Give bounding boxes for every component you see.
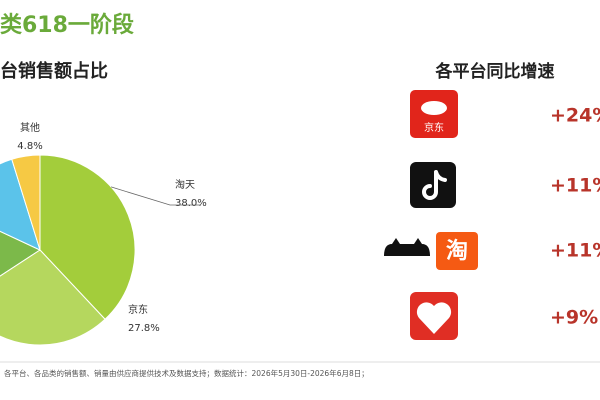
slice-label: 淘天 xyxy=(175,178,195,191)
growth-value: +24% xyxy=(550,105,600,127)
leader-line xyxy=(110,186,200,206)
list-title: 各平台同比增速 xyxy=(435,61,555,82)
unlabeled-slice xyxy=(0,230,42,277)
taobao-logo-text: 淘 xyxy=(446,238,468,264)
taobao-logo xyxy=(436,232,478,270)
pie-slice xyxy=(0,249,106,346)
douyin-note xyxy=(422,170,447,200)
growth-value: +11% xyxy=(550,175,600,197)
footnote: 各平台、各品类的销售额、销量由供应商提供技术及数据支持；数据统计：2026年5月… xyxy=(4,368,369,378)
slice-label: 京东 xyxy=(128,303,148,316)
slide-title: 类618一阶段 xyxy=(0,12,134,38)
tmall-logo xyxy=(384,238,430,256)
slice-value: 38.0% xyxy=(175,198,207,209)
jd-logo-text: 京东 xyxy=(424,121,444,134)
growth-value: +9% xyxy=(550,307,598,329)
pdd-heart xyxy=(416,302,452,334)
unlabeled-slice xyxy=(0,158,41,251)
growth-value: +11% xyxy=(550,240,600,262)
pie-title: 台销售额占比 xyxy=(0,60,108,82)
pie-slice xyxy=(11,154,41,251)
douyin-logo xyxy=(410,162,456,208)
slice-value: 4.8% xyxy=(17,141,42,152)
pie-slice xyxy=(39,154,136,320)
slice-label: 其他 xyxy=(20,121,40,134)
jd-dog xyxy=(421,101,447,115)
slice-value: 27.8% xyxy=(128,323,160,334)
